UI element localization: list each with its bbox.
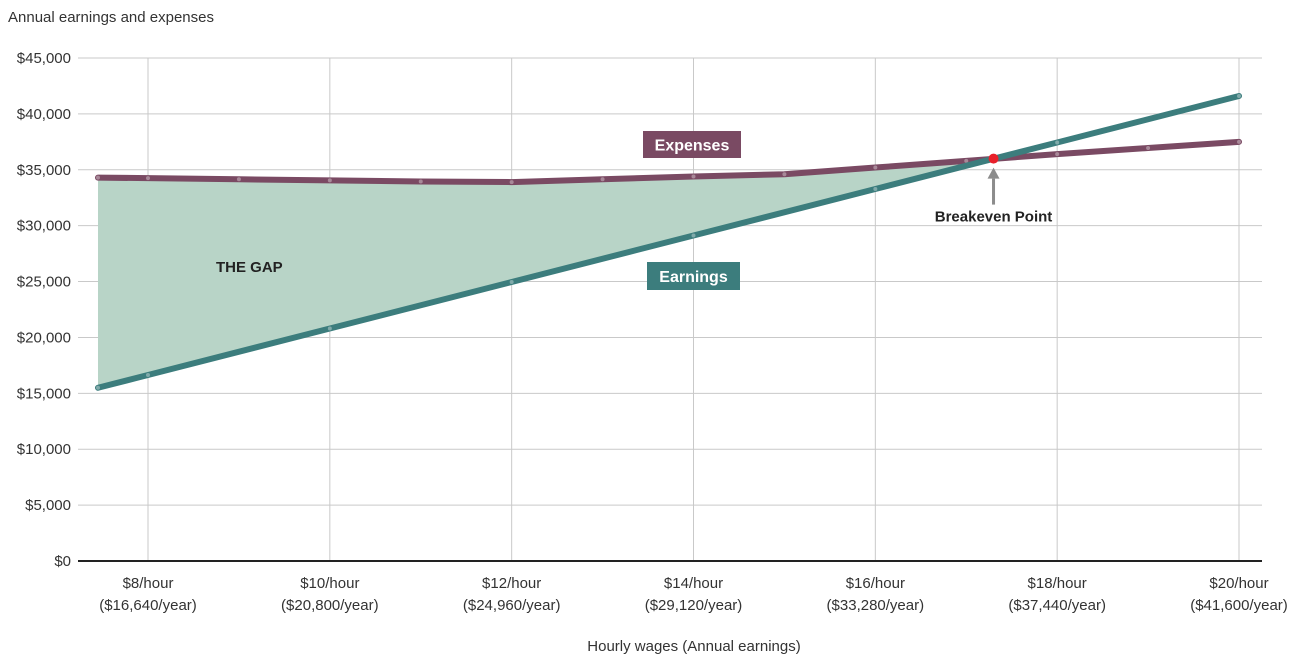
data-point — [95, 175, 100, 180]
series-badge-earnings — [647, 262, 740, 290]
y-tick-label: $30,000 — [17, 218, 71, 235]
data-point — [327, 326, 332, 331]
data-point — [964, 158, 969, 163]
data-point — [691, 174, 696, 179]
gap-label: THE GAP — [216, 259, 283, 276]
y-tick-label: $20,000 — [17, 329, 71, 346]
x-tick-sublabel: ($33,280/year) — [827, 597, 925, 614]
y-tick-label: $5,000 — [25, 497, 71, 514]
data-point — [691, 233, 696, 238]
breakeven-point — [988, 153, 999, 164]
series-labels: Expenses Earnings — [643, 131, 741, 290]
y-tick-label: $40,000 — [17, 106, 71, 123]
x-tick-sublabel: ($29,120/year) — [645, 597, 743, 614]
x-tick-label: $12/hour — [482, 575, 541, 592]
y-tick-label: $10,000 — [17, 441, 71, 458]
series-label-expenses: Expenses — [655, 138, 730, 155]
y-tick-label: $0 — [54, 553, 71, 570]
y-tick-labels: $0 $5,000 $10,000 $15,000 $20,000 $25,000 $30,… — [17, 50, 71, 570]
x-tick-label: $18/hour — [1028, 575, 1087, 592]
data-point — [509, 280, 514, 285]
series-lines — [94, 93, 1242, 391]
data-point — [600, 177, 605, 182]
data-point — [782, 172, 787, 177]
series-label-earnings: Earnings — [659, 269, 728, 286]
data-point — [1055, 140, 1060, 145]
x-axis-title: Hourly wages (Annual earnings) — [587, 638, 800, 655]
series-badge-expenses — [643, 131, 741, 158]
data-point — [146, 176, 150, 181]
data-point — [236, 177, 241, 182]
y-tick-label: $15,000 — [17, 385, 71, 402]
data-point — [418, 179, 423, 184]
data-point — [509, 180, 514, 185]
data-point — [327, 178, 332, 183]
data-point — [1055, 152, 1060, 157]
data-point — [873, 165, 878, 170]
data-point — [1237, 139, 1241, 144]
y-axis-title: Annual earnings and expenses — [8, 9, 214, 26]
x-tick-label: $8/hour — [123, 575, 174, 592]
y-tick-label: $25,000 — [17, 274, 71, 291]
breakeven-arrowhead — [987, 167, 1000, 179]
x-tick-label: $10/hour — [300, 575, 359, 592]
y-tick-label: $45,000 — [17, 50, 71, 67]
x-tick-sublabel: ($24,960/year) — [463, 597, 561, 614]
data-point — [1146, 145, 1151, 150]
series-line-expenses — [94, 138, 1242, 186]
data-point — [873, 187, 878, 192]
y-tick-label: $35,000 — [17, 162, 71, 179]
data-point — [95, 385, 100, 390]
x-tick-sublabel: ($41,600/year) — [1190, 597, 1288, 614]
x-tick-sublabel: ($16,640/year) — [99, 597, 197, 614]
x-tick-sublabel: ($37,440/year) — [1008, 597, 1106, 614]
x-tick-label: $16/hour — [846, 575, 905, 592]
x-tick-label: $14/hour — [664, 575, 723, 592]
x-tick-sublabel: ($20,800/year) — [281, 597, 379, 614]
x-tick-label: $20/hour — [1209, 575, 1268, 592]
annotations: THE GAP Breakeven Point — [216, 153, 1053, 276]
series-line-earnings — [94, 93, 1242, 391]
data-point — [1237, 94, 1241, 99]
data-point — [146, 373, 150, 378]
x-tick-labels: $8/hour ($16,640/year) $10/hour ($20,800/ye… — [99, 575, 1288, 614]
breakeven-label: Breakeven Point — [935, 209, 1053, 226]
